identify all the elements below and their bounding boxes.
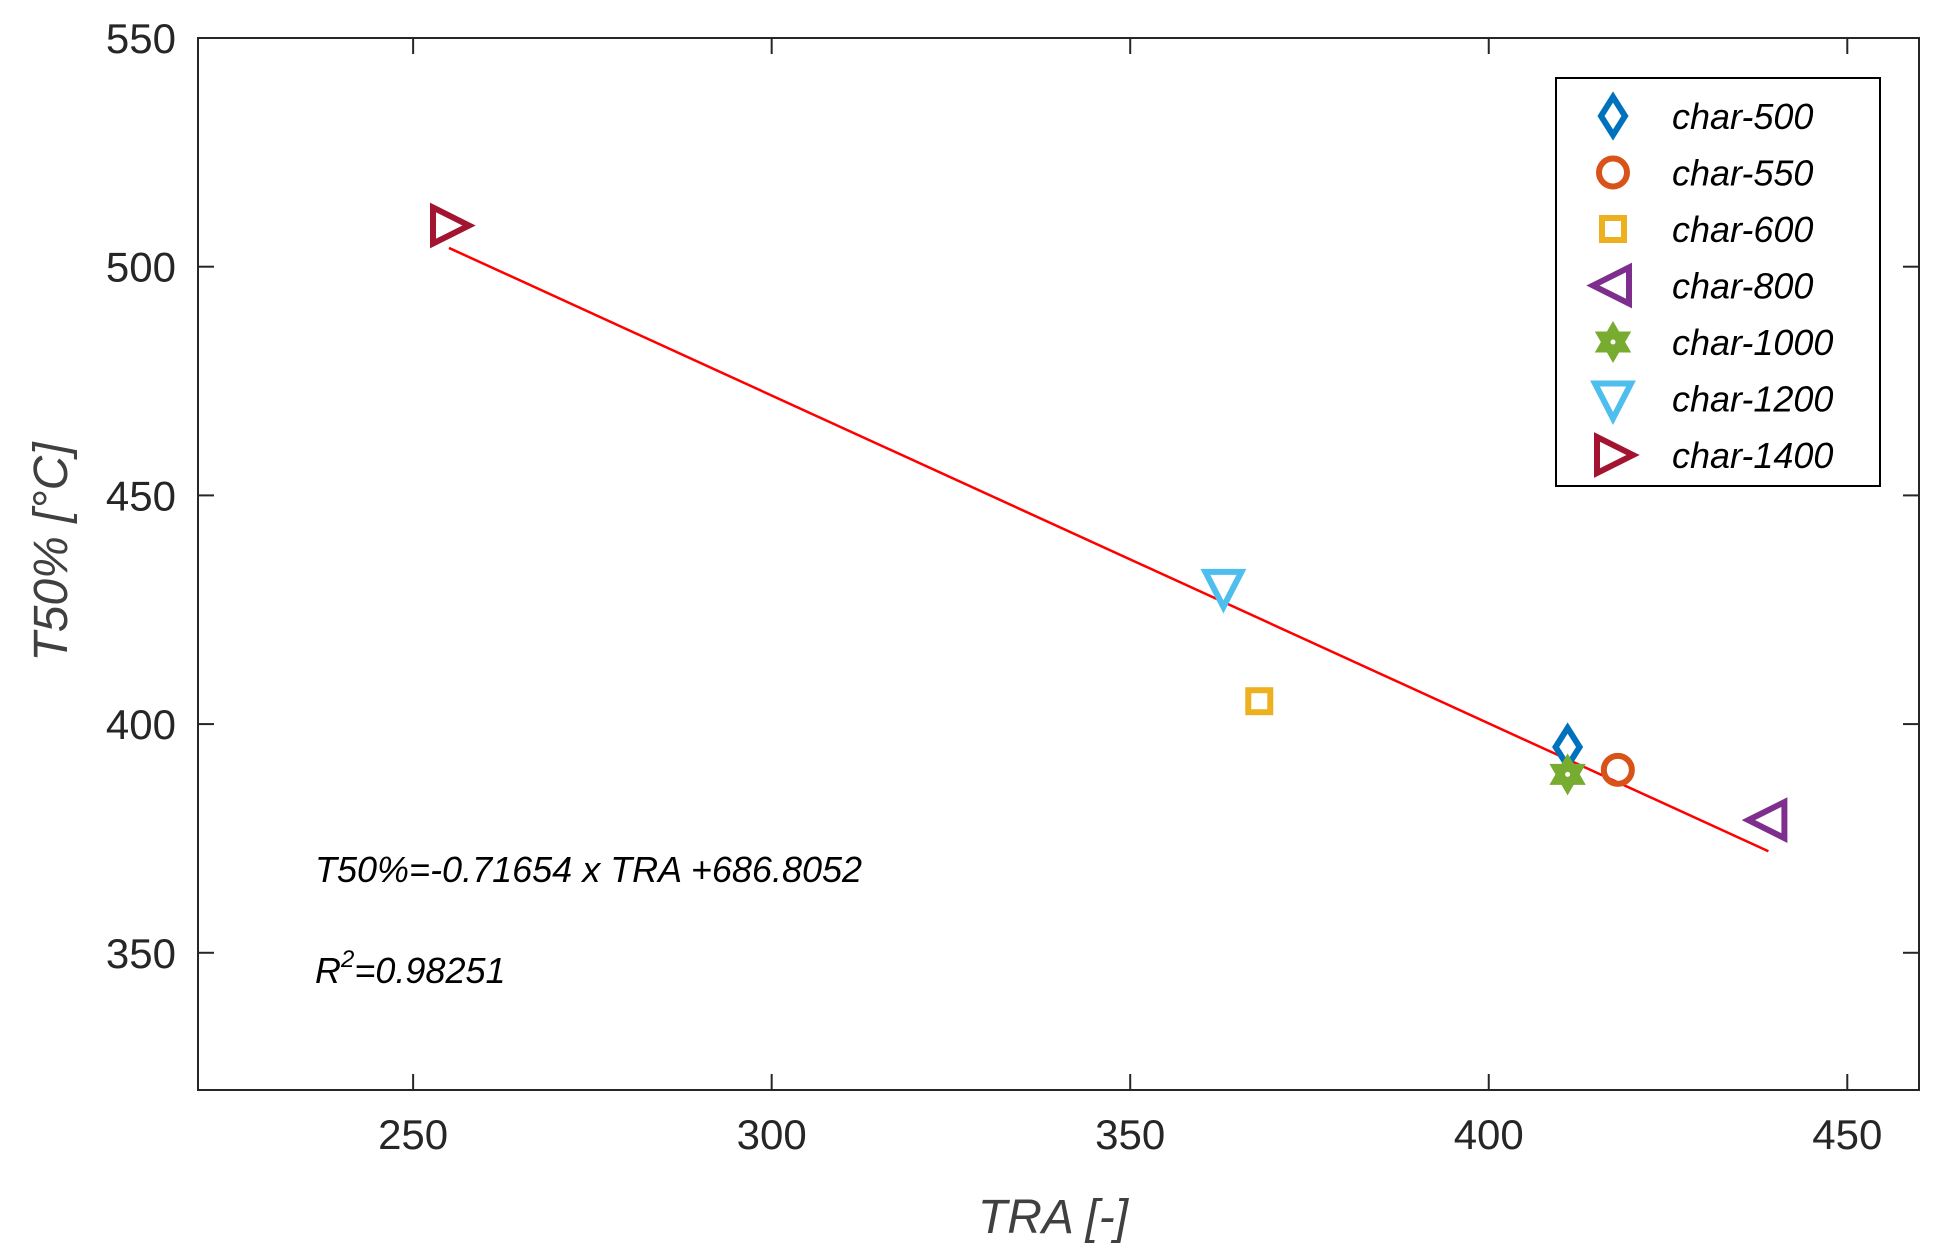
x-tick-label: 350 xyxy=(1095,1111,1165,1158)
point-char-800 xyxy=(1741,797,1788,843)
legend-marker-char-1400 xyxy=(1594,432,1640,478)
x-tick-label: 250 xyxy=(378,1111,448,1158)
legend-marker-char-600 xyxy=(1599,215,1627,243)
r-squared-value: =0.98251 xyxy=(354,950,505,991)
legend-marker-char-1000-center xyxy=(1610,339,1616,345)
legend-marker-char-800 xyxy=(1586,262,1632,309)
legend-label: char-550 xyxy=(1672,153,1813,194)
y-tick-label: 400 xyxy=(106,701,176,748)
point-char-1000-center xyxy=(1565,771,1571,777)
point-char-600 xyxy=(1245,687,1274,716)
plot-area-border xyxy=(197,37,1920,1091)
y-tick-label: 550 xyxy=(106,15,176,62)
legend-label: char-1400 xyxy=(1672,435,1833,476)
plot-frame xyxy=(197,37,1920,1091)
y-tick-label: 500 xyxy=(106,244,176,291)
x-tick-label: 300 xyxy=(737,1111,807,1158)
data-points xyxy=(430,202,1788,843)
axis-ticks: 250 300 350 400 450 350 400 450 500 550 xyxy=(106,15,1919,1158)
y-tick-label: 450 xyxy=(106,472,176,519)
x-axis-title: TRA [-] xyxy=(978,1191,1130,1244)
fit-line xyxy=(448,246,1769,853)
legend-label: char-1200 xyxy=(1672,379,1833,420)
x-tick-label: 400 xyxy=(1454,1111,1524,1158)
r-squared-annotation: R2=0.98251 xyxy=(315,946,506,991)
legend-marker-char-1200 xyxy=(1590,380,1636,426)
legend-marker-char-550 xyxy=(1596,155,1630,190)
point-char-1200 xyxy=(1200,568,1247,614)
equation-annotation: T50%=-0.71654 x TRA +686.8052 xyxy=(315,849,862,890)
legend: char-500 char-550 char-600 char-800 char-100… xyxy=(1555,77,1881,487)
point-char-1000-part xyxy=(1549,763,1586,796)
x-tick-label: 450 xyxy=(1812,1111,1882,1158)
y-axis-title: T50% [°C] xyxy=(25,441,78,662)
legend-label: char-600 xyxy=(1672,209,1813,250)
legend-marker-char-1000-part xyxy=(1594,331,1632,363)
legend-label: char-1000 xyxy=(1672,322,1833,363)
legend-marker-char-500 xyxy=(1597,91,1629,141)
r-squared-superscript: 2 xyxy=(340,946,354,973)
legend-label: char-800 xyxy=(1672,266,1813,307)
point-char-1000 xyxy=(1549,753,1586,796)
legend-label: char-500 xyxy=(1672,96,1813,137)
point-char-1400 xyxy=(430,202,476,249)
point-char-550 xyxy=(1600,752,1635,787)
r-squared-base: R xyxy=(315,950,341,991)
fit-line-group xyxy=(448,246,1769,853)
legend-marker-char-1000 xyxy=(1594,321,1632,363)
y-tick-label: 350 xyxy=(106,930,176,977)
